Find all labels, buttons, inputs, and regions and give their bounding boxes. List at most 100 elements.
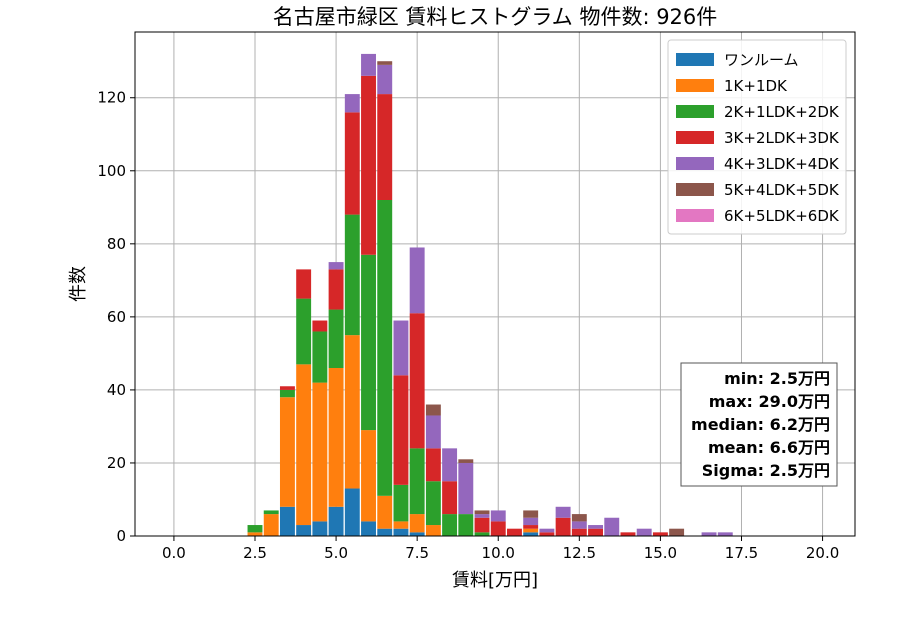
x-tick-label: 10.0 <box>482 544 515 562</box>
histogram-bar-segment <box>279 397 295 507</box>
histogram-bar-segment <box>474 510 490 515</box>
histogram-bar-segment <box>669 528 685 536</box>
x-tick-label: 2.5 <box>243 544 267 562</box>
histogram-bar-segment <box>247 532 263 536</box>
histogram-bar-segment <box>523 510 539 518</box>
histogram-bar-segment <box>442 448 458 482</box>
histogram-bar-segment <box>458 459 474 463</box>
histogram-bar-segment <box>296 298 312 365</box>
histogram-bar-segment <box>377 64 393 95</box>
y-tick-label: 0 <box>116 527 126 545</box>
histogram-bar-segment <box>442 481 458 515</box>
histogram-bar-segment <box>555 517 571 536</box>
stats-line: median: 6.2万円 <box>691 415 830 434</box>
legend-swatch <box>676 79 714 92</box>
histogram-bar-segment <box>409 514 425 533</box>
histogram-bar-segment <box>361 53 376 76</box>
histogram-bar-segment <box>296 269 312 299</box>
x-axis-label: 賃料[万円] <box>452 570 538 591</box>
histogram-bar-segment <box>247 525 263 533</box>
histogram-bar-segment <box>377 61 393 65</box>
x-tick-label: 0.0 <box>162 544 186 562</box>
histogram-bar-segment <box>458 462 474 515</box>
y-tick-label: 120 <box>97 89 126 107</box>
histogram-bar-segment <box>344 112 360 215</box>
histogram-bar-segment <box>409 532 425 536</box>
histogram-bar-segment <box>571 514 587 522</box>
histogram-bar-segment <box>393 521 409 529</box>
stats-line: min: 2.5万円 <box>724 369 830 388</box>
chart-title: 名古屋市緑区 賃料ヒストグラム 物件数: 926件 <box>273 5 718 29</box>
histogram-bar-segment <box>409 313 425 449</box>
histogram-bar-segment <box>393 375 409 485</box>
histogram-bar-segment <box>279 389 295 398</box>
histogram-bar-segment <box>701 532 717 536</box>
histogram-bar-segment <box>588 525 603 529</box>
x-tick-label: 12.5 <box>563 544 596 562</box>
histogram-bar-segment <box>344 335 360 489</box>
histogram-bar-segment <box>474 532 490 536</box>
histogram-bar-segment <box>279 506 295 536</box>
histogram-bar-segment <box>328 368 344 507</box>
histogram-bar-segment <box>474 514 490 518</box>
x-axis-ticks: 0.0 2.5 5.0 7.5 10.0 12.5 15.0 17.5 20.0 <box>162 536 839 562</box>
histogram-bar-segment <box>312 320 328 332</box>
histogram-bar-segment <box>344 94 360 113</box>
stacked-bars <box>247 53 733 536</box>
x-tick-label: 7.5 <box>405 544 429 562</box>
legend-swatch <box>676 183 714 196</box>
y-tick-label: 60 <box>107 308 126 326</box>
histogram-bar-segment <box>571 528 587 536</box>
histogram-bar-segment <box>652 532 668 536</box>
histogram-bar-segment <box>344 488 360 536</box>
histogram-bar-segment <box>555 506 571 518</box>
histogram-bar-segment <box>393 484 409 522</box>
histogram-bar-segment <box>717 532 733 536</box>
histogram-bar-segment <box>312 382 328 522</box>
stats-line: max: 29.0万円 <box>709 392 830 411</box>
histogram-bar-segment <box>263 514 279 536</box>
y-axis-ticks: 0 20 40 60 80 100 120 <box>97 89 135 545</box>
histogram-bar-segment <box>312 331 328 383</box>
histogram-bar-segment <box>263 510 279 515</box>
histogram-bar-segment <box>425 525 441 536</box>
histogram-bar-segment <box>604 517 620 536</box>
histogram-bar-segment <box>296 525 312 536</box>
stats-box: min: 2.5万円 max: 29.0万円 median: 6.2万円 mean: … <box>680 362 838 487</box>
legend-label: 6K+5LDK+6DK <box>724 207 840 225</box>
histogram-bar-segment <box>539 528 555 533</box>
stats-frame <box>680 362 838 487</box>
histogram-bar-segment <box>442 514 458 536</box>
histogram-bar-segment <box>344 214 360 336</box>
histogram-bar-segment <box>328 262 344 270</box>
histogram-bar-segment <box>620 532 636 536</box>
histogram-bar-segment <box>425 481 441 526</box>
histogram-bar-segment <box>571 521 587 529</box>
histogram-bar-segment <box>539 532 555 536</box>
histogram-bar-segment <box>409 448 425 515</box>
legend-label: 4K+3LDK+4DK <box>724 155 840 173</box>
histogram-bar-segment <box>328 506 344 536</box>
histogram-bar-segment <box>523 528 539 533</box>
histogram-bar-segment <box>458 514 474 536</box>
histogram-bar-segment <box>425 404 441 416</box>
legend: ワンルーム 1K+1DK 2K+1LDK+2DK 3K+2LDK+3DK 4K+3LDK… <box>667 39 847 235</box>
y-tick-label: 100 <box>97 162 126 180</box>
stats-line: mean: 6.6万円 <box>708 438 830 457</box>
histogram-bar-segment <box>393 528 409 536</box>
histogram-bar-segment <box>377 528 393 536</box>
histogram-bar-segment <box>425 448 441 482</box>
legend-swatch <box>676 105 714 118</box>
plot-frame <box>134 31 856 537</box>
legend-swatch <box>676 209 714 222</box>
histogram-bar-segment <box>377 495 393 529</box>
legend-label: 1K+1DK <box>724 77 788 95</box>
histogram-bar-segment <box>588 528 603 536</box>
histogram-bar-segment <box>377 200 393 496</box>
legend-swatch <box>676 131 714 144</box>
histogram-bar-segment <box>361 521 376 536</box>
histogram-bar-segment <box>328 309 344 368</box>
x-tick-label: 15.0 <box>644 544 677 562</box>
legend-swatch <box>676 53 714 66</box>
